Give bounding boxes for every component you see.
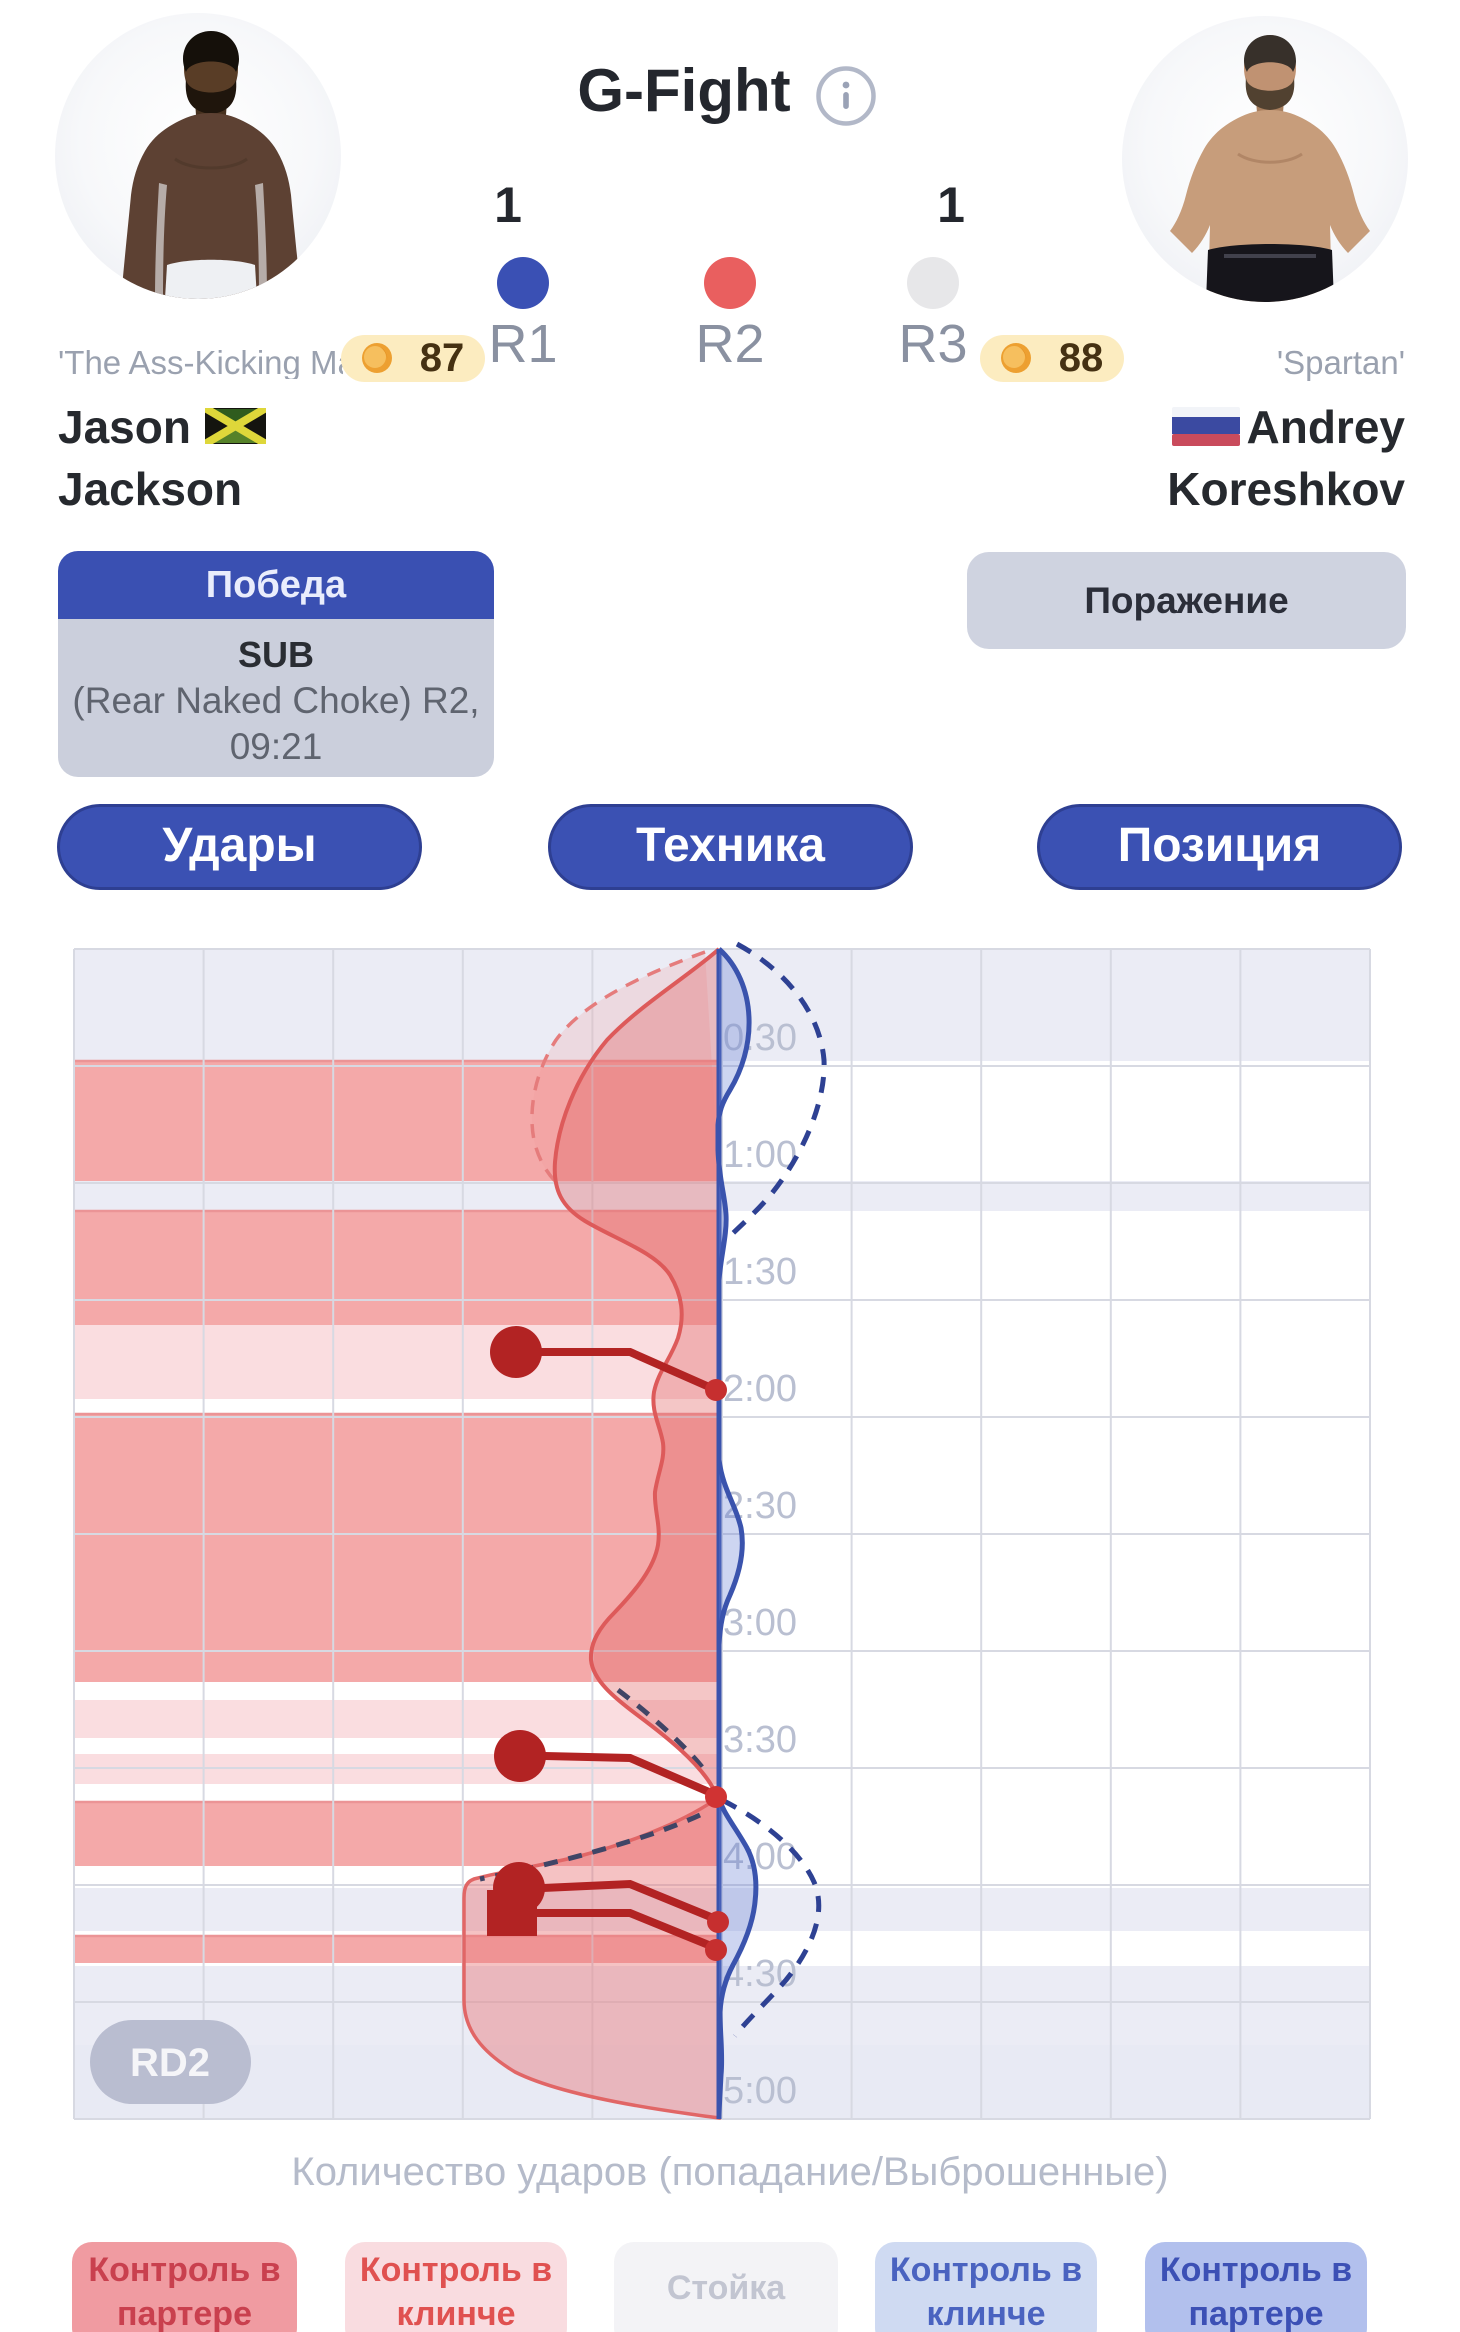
svg-text:3:30: 3:30 bbox=[723, 1719, 797, 1761]
svg-text:1:00: 1:00 bbox=[723, 1134, 797, 1176]
svg-text:3:00: 3:00 bbox=[723, 1602, 797, 1644]
svg-text:RD2: RD2 bbox=[130, 2041, 210, 2085]
svg-text:5:00: 5:00 bbox=[723, 2070, 797, 2112]
svg-text:2:00: 2:00 bbox=[723, 1368, 797, 1410]
svg-text:4:00: 4:00 bbox=[723, 1836, 797, 1878]
svg-text:0:30: 0:30 bbox=[723, 1017, 797, 1059]
svg-text:1:30: 1:30 bbox=[723, 1251, 797, 1293]
